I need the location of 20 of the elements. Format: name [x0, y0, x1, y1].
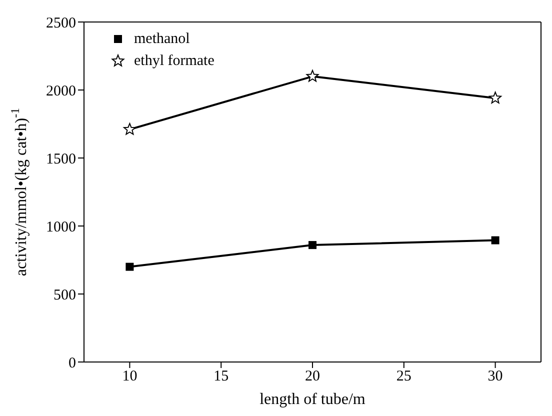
point	[306, 70, 319, 82]
x-tick-label: 25	[396, 368, 412, 385]
legend-label: methanol	[134, 30, 190, 48]
legend-label: ethyl formate	[134, 52, 214, 70]
x-axis-title: length of tube/m	[260, 391, 366, 408]
point	[491, 236, 500, 244]
point	[308, 241, 316, 250]
point	[123, 122, 136, 135]
y-tick-label: 2500	[46, 15, 76, 32]
y-tick-label: 0	[68, 355, 76, 372]
y-tick-label: 2000	[46, 83, 76, 100]
x-tick-label: 30	[488, 368, 503, 385]
point	[126, 262, 134, 271]
y-tick-label: 1500	[46, 151, 76, 168]
point	[489, 92, 502, 104]
y-tick-label: 500	[54, 287, 76, 304]
y-tick-label: 1000	[46, 219, 76, 236]
x-tick-label: 20	[305, 368, 320, 385]
x-tick-label: 10	[122, 368, 138, 385]
x-tick-label: 15	[214, 368, 229, 385]
